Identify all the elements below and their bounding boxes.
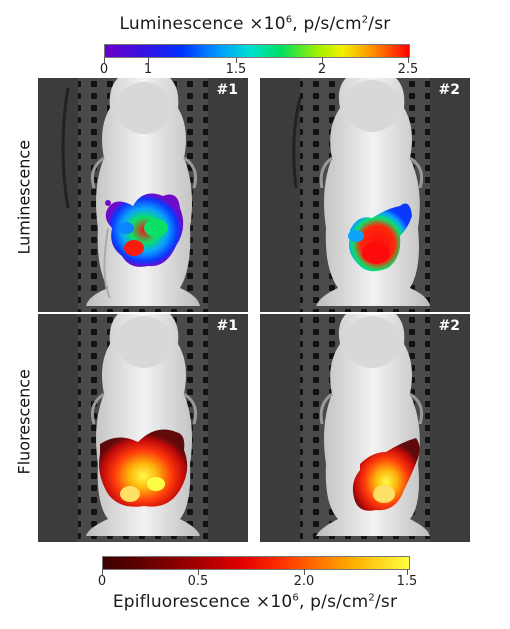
flu-tick-2: 2.0 bbox=[293, 574, 315, 589]
panel-id-lum-1: #1 bbox=[216, 82, 238, 98]
fluorescence-scale-title: Epifluorescence ×106, p/s/cm2/sr bbox=[112, 592, 398, 612]
lum-tick-2: 1.5 bbox=[225, 62, 247, 77]
luminescence-colorbar bbox=[104, 44, 410, 58]
panel-fluorescence-1: #1 bbox=[38, 314, 248, 548]
mouse-image-flu-1 bbox=[38, 314, 248, 542]
lum-tick-3: 2 bbox=[317, 62, 327, 77]
flu-tick-1: 0.5 bbox=[187, 574, 209, 589]
fluorescence-colorbar bbox=[102, 556, 410, 570]
lum-tick-1: 1 bbox=[143, 62, 153, 77]
panel-id-flu-2: #2 bbox=[438, 318, 460, 334]
mouse-image-flu-2 bbox=[260, 314, 470, 542]
panel-id-flu-1: #1 bbox=[216, 318, 238, 334]
flu-tick-3: 1.5 bbox=[396, 574, 418, 589]
panel-fluorescence-2: #2 bbox=[260, 314, 470, 548]
panel-id-lum-2: #2 bbox=[438, 82, 460, 98]
flu-tick-0: 0 bbox=[97, 574, 107, 589]
row-label-luminescence: Luminescence bbox=[14, 139, 34, 255]
row-label-fluorescence: Fluorescence bbox=[14, 369, 34, 475]
panel-luminescence-1: #1 bbox=[38, 78, 248, 312]
luminescence-scale-title: Luminescence ×106, p/s/cm2/sr bbox=[119, 14, 391, 34]
mouse-image-lum-2 bbox=[260, 78, 470, 312]
lum-tick-4: 2.5 bbox=[397, 62, 419, 77]
lum-tick-0: 0 bbox=[99, 62, 109, 77]
mouse-image-lum-1 bbox=[38, 78, 248, 312]
panel-luminescence-2: #2 bbox=[260, 78, 470, 312]
